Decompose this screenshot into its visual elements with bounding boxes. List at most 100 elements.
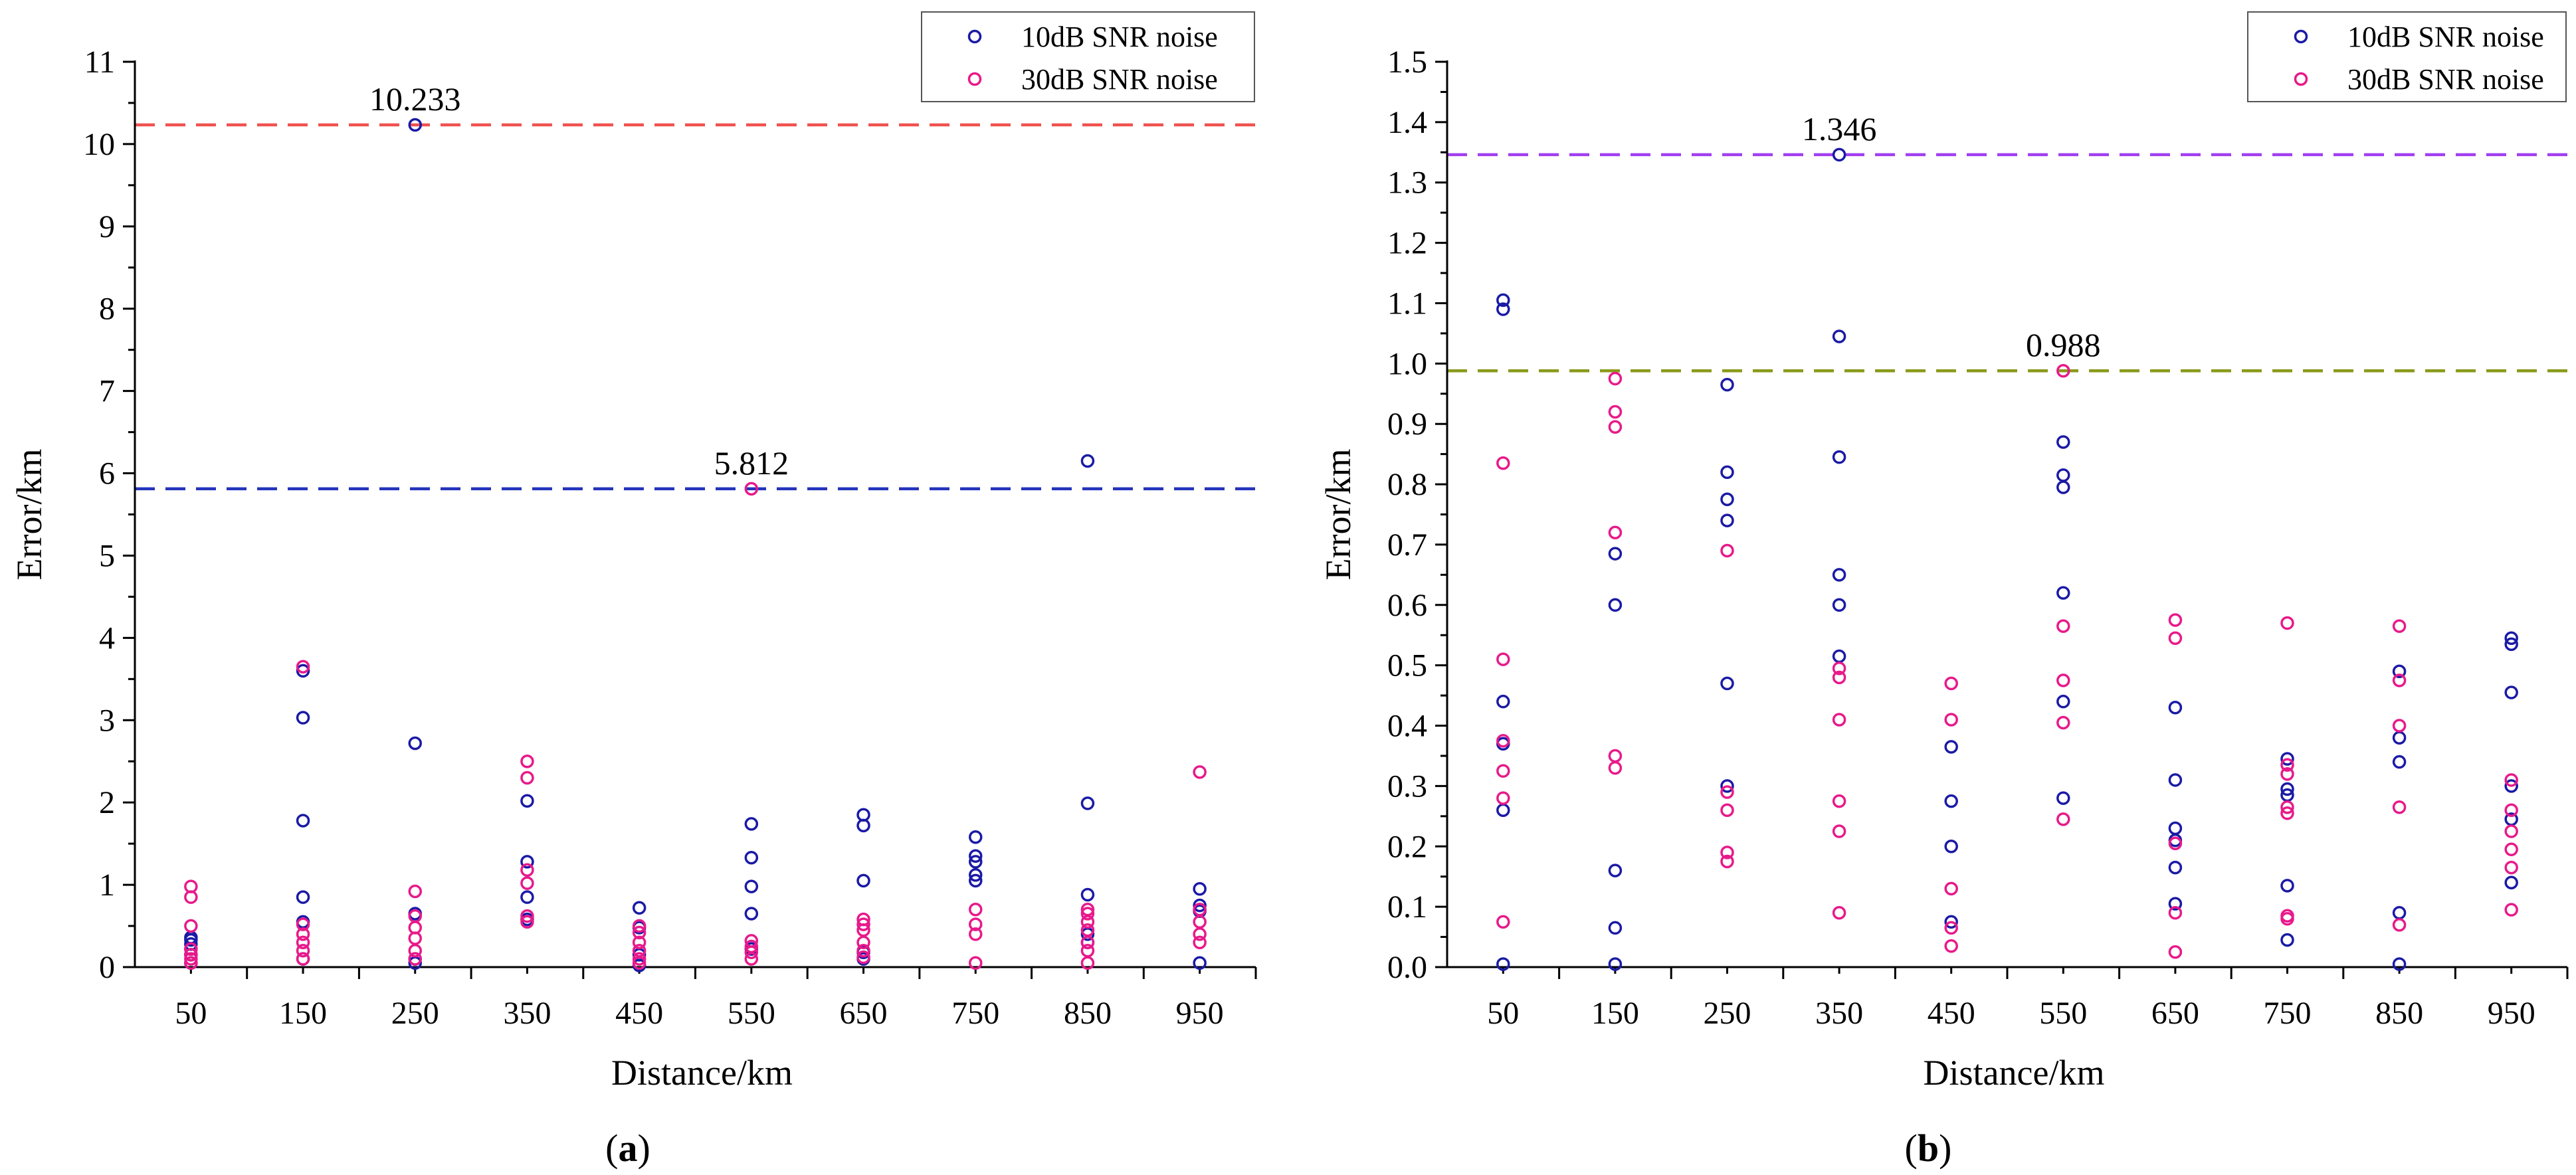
data-point bbox=[1193, 927, 1207, 941]
data-point bbox=[184, 919, 198, 933]
data-point bbox=[1496, 764, 1510, 778]
data-point bbox=[296, 935, 310, 950]
data-point bbox=[2504, 773, 2518, 787]
legend-entry: 30dB SNR noise bbox=[1021, 63, 1218, 96]
y-tick-label: 2 bbox=[99, 785, 115, 820]
data-point bbox=[1832, 905, 1846, 920]
data-point bbox=[1496, 652, 1510, 666]
data-point bbox=[296, 917, 310, 931]
data-point bbox=[520, 909, 534, 923]
series-30db bbox=[184, 482, 1207, 970]
x-tick-label: 350 bbox=[503, 996, 551, 1031]
data-point bbox=[408, 943, 422, 958]
data-point bbox=[969, 873, 983, 888]
data-point bbox=[744, 879, 759, 893]
data-point bbox=[1832, 450, 1846, 464]
data-point bbox=[1832, 661, 1846, 676]
data-point bbox=[2056, 674, 2070, 687]
data-point bbox=[2504, 631, 2518, 646]
data-point bbox=[2504, 824, 2518, 838]
data-point bbox=[2504, 842, 2518, 857]
data-point bbox=[1944, 915, 1958, 929]
data-point bbox=[296, 952, 310, 966]
data-point bbox=[969, 830, 983, 844]
data-point bbox=[1944, 881, 1958, 896]
y-tick-label: 1.5 bbox=[1387, 45, 1427, 80]
y-tick-label: 1.4 bbox=[1387, 105, 1427, 140]
legend-box bbox=[921, 11, 1255, 102]
data-point bbox=[2056, 363, 2070, 378]
data-point bbox=[2056, 435, 2070, 449]
data-point bbox=[184, 956, 198, 970]
data-point bbox=[2168, 905, 2183, 920]
x-tick-label: 150 bbox=[1591, 996, 1639, 1031]
data-point bbox=[856, 873, 870, 888]
x-axis-label: Distance/km bbox=[1924, 1053, 2105, 1093]
y-tick-label: 0.9 bbox=[1387, 407, 1427, 442]
data-point bbox=[1608, 749, 1623, 763]
data-point bbox=[1496, 456, 1510, 470]
x-tick-label: 50 bbox=[1487, 996, 1519, 1031]
data-point bbox=[296, 814, 310, 828]
data-point bbox=[2392, 918, 2407, 932]
data-point bbox=[969, 917, 983, 931]
data-point bbox=[632, 925, 646, 940]
data-point bbox=[1832, 794, 1846, 808]
data-point bbox=[296, 927, 310, 941]
y-tick-label: 0.6 bbox=[1387, 588, 1427, 623]
data-point bbox=[1944, 794, 1958, 808]
data-point bbox=[2168, 773, 2183, 787]
data-point bbox=[2504, 803, 2518, 817]
panel-label: (b) bbox=[1905, 1127, 1952, 1170]
y-tick-label: 1.2 bbox=[1387, 226, 1427, 261]
data-point bbox=[1832, 568, 1846, 582]
y-tick-label: 0.2 bbox=[1387, 829, 1427, 864]
data-point bbox=[1193, 765, 1207, 779]
data-point bbox=[1832, 598, 1846, 612]
data-point bbox=[1080, 923, 1095, 937]
x-tick-label: 50 bbox=[175, 996, 207, 1031]
y-tick-label: 0.5 bbox=[1387, 648, 1427, 683]
data-point bbox=[1944, 740, 1958, 754]
data-point bbox=[1496, 734, 1510, 748]
data-point bbox=[856, 950, 870, 964]
data-point bbox=[744, 850, 759, 865]
y-tick-label: 1.3 bbox=[1387, 165, 1427, 201]
data-point bbox=[2392, 664, 2407, 679]
data-point bbox=[632, 952, 646, 966]
data-point bbox=[1608, 598, 1623, 612]
data-point bbox=[408, 884, 422, 899]
data-point bbox=[1193, 898, 1207, 913]
data-point bbox=[1496, 293, 1510, 308]
data-point bbox=[184, 948, 198, 962]
data-point bbox=[1720, 803, 1734, 817]
legend-entry: 10dB SNR noise bbox=[2347, 21, 2544, 53]
data-point bbox=[2280, 933, 2294, 947]
y-tick-label: 1.0 bbox=[1387, 346, 1427, 381]
data-point bbox=[969, 903, 983, 917]
data-point bbox=[2056, 586, 2070, 600]
reference-label: 10.233 bbox=[369, 80, 461, 118]
data-point bbox=[1944, 840, 1958, 854]
data-point bbox=[2056, 619, 2070, 633]
data-point bbox=[296, 660, 310, 674]
data-point bbox=[2504, 685, 2518, 699]
data-point bbox=[969, 849, 983, 863]
data-point bbox=[1608, 547, 1623, 561]
data-point bbox=[520, 876, 534, 890]
data-point bbox=[1496, 915, 1510, 929]
legend-entry: 10dB SNR noise bbox=[1021, 21, 1218, 53]
data-point bbox=[2280, 782, 2294, 796]
data-point bbox=[2168, 897, 2183, 911]
panel-letter: a bbox=[619, 1127, 638, 1170]
data-point bbox=[296, 711, 310, 725]
x-tick-label: 450 bbox=[615, 996, 663, 1031]
data-point bbox=[1720, 543, 1734, 558]
data-point bbox=[1080, 943, 1095, 958]
data-point bbox=[969, 867, 983, 882]
data-point bbox=[520, 794, 534, 808]
y-tick-label: 0 bbox=[99, 950, 115, 985]
data-point bbox=[2392, 905, 2407, 920]
data-point bbox=[632, 919, 646, 933]
legend: 10dB SNR noise 30dB SNR noise bbox=[921, 11, 1255, 102]
